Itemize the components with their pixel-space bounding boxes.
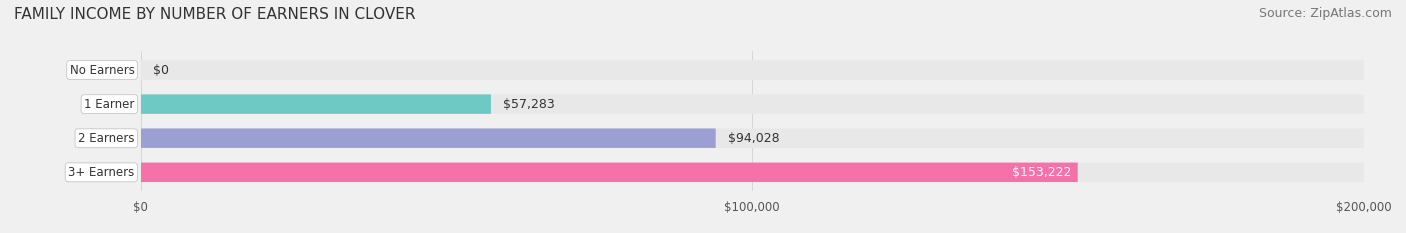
FancyBboxPatch shape xyxy=(141,94,1364,114)
FancyBboxPatch shape xyxy=(141,128,716,148)
Text: $0: $0 xyxy=(153,64,169,76)
Text: 2 Earners: 2 Earners xyxy=(77,132,135,145)
Text: $57,283: $57,283 xyxy=(503,98,555,111)
Text: $94,028: $94,028 xyxy=(728,132,779,145)
FancyBboxPatch shape xyxy=(141,163,1364,182)
Text: No Earners: No Earners xyxy=(70,64,135,76)
FancyBboxPatch shape xyxy=(141,94,491,114)
Text: Source: ZipAtlas.com: Source: ZipAtlas.com xyxy=(1258,7,1392,20)
Text: 1 Earner: 1 Earner xyxy=(84,98,135,111)
FancyBboxPatch shape xyxy=(141,163,1078,182)
FancyBboxPatch shape xyxy=(141,128,1364,148)
Text: FAMILY INCOME BY NUMBER OF EARNERS IN CLOVER: FAMILY INCOME BY NUMBER OF EARNERS IN CL… xyxy=(14,7,416,22)
FancyBboxPatch shape xyxy=(141,60,1364,80)
Text: $153,222: $153,222 xyxy=(1012,166,1071,179)
Text: 3+ Earners: 3+ Earners xyxy=(69,166,135,179)
